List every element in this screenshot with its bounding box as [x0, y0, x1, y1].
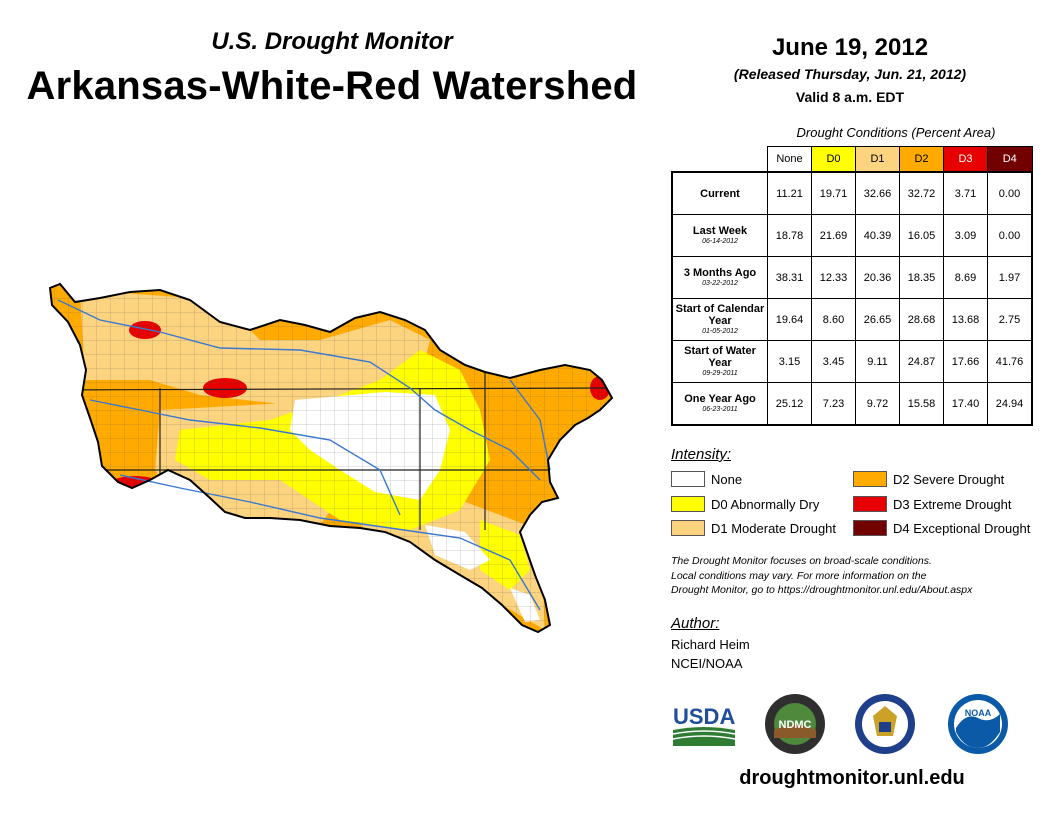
- table-cell: 32.66: [855, 171, 900, 215]
- col-none: None: [767, 146, 812, 173]
- watershed-drought-map: [48, 282, 614, 634]
- disclaimer-note: The Drought Monitor focuses on broad-sca…: [671, 555, 973, 596]
- usda-logo: USDA: [672, 704, 735, 746]
- table-cell: 13.68: [943, 298, 988, 341]
- table-cell: 24.87: [899, 340, 944, 383]
- author-org: NCEI/NOAA: [671, 656, 743, 671]
- table-cell: 0.00: [987, 171, 1033, 215]
- table-cell: 40.39: [855, 214, 900, 257]
- table-cell: 16.05: [899, 214, 944, 257]
- legend-item-d4: D4 Exceptional Drought: [853, 520, 1030, 536]
- usda-logo-text: USDA: [673, 704, 735, 729]
- table-cell: 0.00: [987, 214, 1033, 257]
- table-row: One Year Ago 06-23-2011 25.12 7.23 9.72 15.58…: [671, 382, 1033, 426]
- map-title: Arkansas-White-Red Watershed: [26, 64, 638, 108]
- table-row: Last Week 06-14-2012 18.78 21.69 40.39 16.05 3…: [671, 214, 1033, 257]
- table-cell: 9.72: [855, 382, 900, 426]
- valid-time: Valid 8 a.m. EDT: [795, 89, 905, 105]
- table-cell: 1.97: [987, 256, 1033, 299]
- legend-item-none: None: [671, 471, 742, 487]
- col-d0: D0: [811, 146, 856, 173]
- table-cell: 24.94: [987, 382, 1033, 426]
- commerce-seal-logo: [855, 694, 915, 754]
- table-caption: Drought Conditions (Percent Area): [796, 125, 996, 140]
- table-cell: 3.09: [943, 214, 988, 257]
- release-date: (Released Thursday, Jun. 21, 2012): [733, 66, 967, 82]
- row-label: Last Week 06-14-2012: [671, 214, 768, 257]
- table-cell: 20.36: [855, 256, 900, 299]
- table-cell: 41.76: [987, 340, 1033, 383]
- table-cell: 38.31: [767, 256, 812, 299]
- d3-spot: [248, 519, 292, 537]
- legend-swatch: [671, 520, 705, 536]
- table-cell: 32.72: [899, 171, 944, 215]
- table-cell: 3.71: [943, 171, 988, 215]
- legend-item-d0: D0 Abnormally Dry: [671, 496, 819, 512]
- legend-swatch: [853, 520, 887, 536]
- ndmc-logo: NDMC: [765, 694, 825, 754]
- legend-item-d1: D1 Moderate Drought: [671, 520, 836, 536]
- table-cell: 21.69: [811, 214, 856, 257]
- legend-title: Intensity:: [671, 446, 732, 463]
- map-date: June 19, 2012: [771, 34, 929, 61]
- table-row: 3 Months Ago 03-22-2012 38.31 12.33 20.36 18.…: [671, 256, 1033, 299]
- legend-item-d2: D2 Severe Drought: [853, 471, 1004, 487]
- legend-swatch: [671, 471, 705, 487]
- table-cell: 25.12: [767, 382, 812, 426]
- row-label: Current: [671, 171, 768, 215]
- col-d1: D1: [855, 146, 900, 173]
- legend-swatch: [671, 496, 705, 512]
- col-d4: D4: [987, 146, 1033, 173]
- table-cell: 17.40: [943, 382, 988, 426]
- table-cell: 17.66: [943, 340, 988, 383]
- watershed-outline: [48, 282, 614, 634]
- table-cell: 18.35: [899, 256, 944, 299]
- table-cell: 3.15: [767, 340, 812, 383]
- drought-conditions-table: None D0 D1 D2 D3 D4 Current 11.21 19.71 32.…: [671, 146, 1033, 426]
- table-row: Start of Calendar Year 01-05-2012 19.64 8.6…: [671, 298, 1033, 341]
- table-cell: 11.21: [767, 171, 812, 215]
- table-cell: 3.45: [811, 340, 856, 383]
- footer-url[interactable]: droughtmonitor.unl.edu: [739, 767, 965, 789]
- row-label: Start of Water Year 09-29-2011: [671, 340, 768, 383]
- noaa-logo-text: NOAA: [965, 708, 992, 718]
- noaa-logo: NOAA: [948, 694, 1008, 754]
- table-cell: 18.78: [767, 214, 812, 257]
- row-label: One Year Ago 06-23-2011: [671, 382, 768, 426]
- col-d2: D2: [899, 146, 944, 173]
- table-cell: 2.75: [987, 298, 1033, 341]
- table-cell: 8.60: [811, 298, 856, 341]
- map-subtitle: U.S. Drought Monitor: [211, 28, 453, 55]
- table-cell: 9.11: [855, 340, 900, 383]
- table-row: Current 11.21 19.71 32.66 32.72 3.71 0.00: [671, 171, 1033, 215]
- table-cell: 28.68: [899, 298, 944, 341]
- table-cell: 15.58: [899, 382, 944, 426]
- table-cell: 19.64: [767, 298, 812, 341]
- table-cell: 7.23: [811, 382, 856, 426]
- legend-swatch: [853, 471, 887, 487]
- table-cell: 19.71: [811, 171, 856, 215]
- table-row: Start of Water Year 09-29-2011 3.15 3.45 9.1…: [671, 340, 1033, 383]
- col-d3: D3: [943, 146, 988, 173]
- table-cell: 12.33: [811, 256, 856, 299]
- author-label: Author:: [671, 615, 720, 632]
- table-cell: 26.65: [855, 298, 900, 341]
- author-name: Richard Heim: [671, 637, 750, 652]
- legend-item-d3: D3 Extreme Drought: [853, 496, 1012, 512]
- ndmc-logo-text: NDMC: [779, 719, 812, 731]
- legend-swatch: [853, 496, 887, 512]
- table-cell: 8.69: [943, 256, 988, 299]
- row-label: Start of Calendar Year 01-05-2012: [671, 298, 768, 341]
- row-label: 3 Months Ago 03-22-2012: [671, 256, 768, 299]
